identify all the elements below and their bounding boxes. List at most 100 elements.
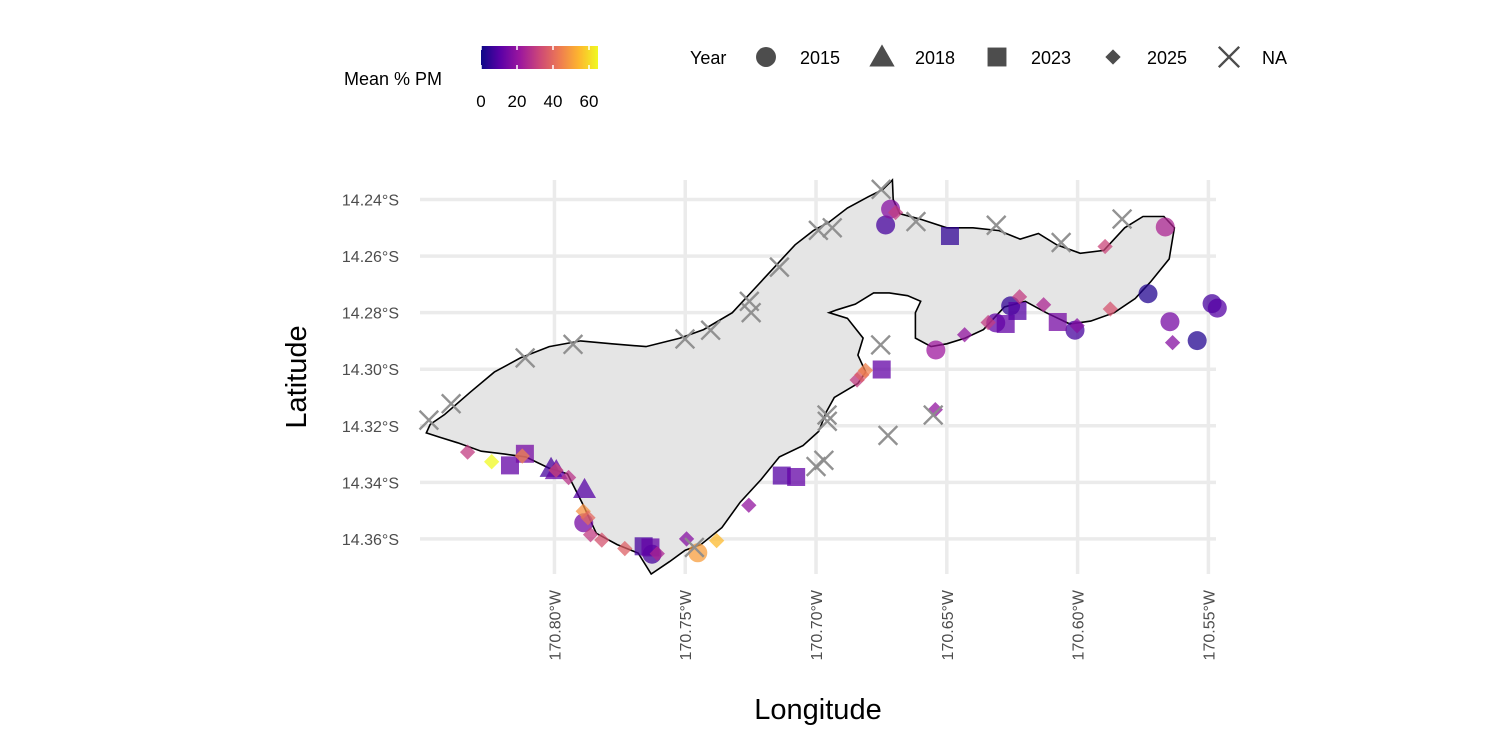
data-point-2015: [1187, 331, 1207, 351]
data-point-na: [514, 347, 536, 369]
data-point-2025: [594, 532, 610, 548]
shape-legend: Year 2015 2018 2023 2025 NA: [690, 44, 1287, 69]
legend-item-2025: 2025: [1105, 48, 1187, 68]
data-point-na: [822, 217, 843, 238]
data-point-2025: [617, 540, 633, 557]
legend-key-circle: [756, 47, 776, 67]
data-point-na: [877, 425, 899, 446]
x-tick-label: 170.60°W: [1071, 589, 1088, 660]
legend-label: 2023: [1031, 48, 1071, 68]
data-point-na: [905, 211, 927, 232]
data-point-2025: [1102, 301, 1118, 317]
data-point-na: [923, 404, 944, 426]
legend-key-triangle: [869, 44, 895, 67]
data-point-2015: [926, 340, 946, 360]
data-point-na: [418, 409, 440, 431]
data-point-2025: [980, 314, 996, 331]
data-point-2015: [688, 543, 708, 563]
legend-item-2023: 2023: [987, 47, 1071, 68]
data-point-2023: [1008, 301, 1027, 320]
data-point-2023: [1048, 312, 1067, 331]
legend-key-square: [987, 47, 1007, 67]
data-point-2023: [500, 456, 519, 475]
y-tick-label: 14.32°S: [342, 419, 399, 436]
island-outline: [425, 178, 1176, 576]
data-point-na: [684, 537, 705, 558]
data-point-2023: [787, 467, 806, 486]
legend-label: NA: [1262, 48, 1287, 68]
x-tick-label: 170.80°W: [547, 589, 564, 660]
data-point-na: [674, 328, 696, 350]
data-point-2025: [548, 462, 564, 478]
data-point-na: [870, 179, 892, 200]
data-point-2025: [560, 469, 577, 486]
data-point-na: [817, 411, 838, 432]
data-point-na: [813, 450, 835, 471]
color-legend-title: Mean % PM: [344, 69, 442, 89]
color-bar-tick-label: 20: [508, 92, 527, 111]
data-point-2025: [582, 527, 599, 543]
y-axis-ticks: 14.24°S 14.26°S 14.28°S 14.30°S 14.32°S 14.34…: [342, 193, 399, 549]
x-tick-label: 170.65°W: [940, 589, 957, 660]
y-tick-label: 14.26°S: [342, 249, 399, 266]
data-point-2025: [649, 545, 665, 562]
x-axis-ticks: 170.80°W 170.75°W 170.70°W 170.65°W 170.60°W…: [547, 589, 1218, 660]
legend-item-2015: 2015: [756, 47, 840, 68]
data-point-2025: [927, 402, 943, 418]
data-point-na: [870, 334, 891, 356]
data-point-na: [700, 319, 721, 341]
data-point-na: [816, 404, 838, 426]
y-tick-label: 14.36°S: [342, 532, 399, 549]
data-point-2023: [872, 360, 891, 379]
data-point-2015: [1155, 217, 1175, 237]
data-point-2015: [876, 215, 896, 235]
y-axis-title: Latitude: [281, 325, 313, 428]
y-tick-label: 14.24°S: [342, 193, 399, 210]
legend-label: 2018: [915, 48, 955, 68]
data-point-2025: [459, 444, 476, 460]
data-point-2025: [956, 327, 973, 343]
data-point-2025: [708, 532, 725, 549]
legend-key-diamond: [1105, 49, 1121, 65]
data-point-2025: [514, 448, 530, 464]
color-legend: Mean % PM 0 20 40 60: [344, 46, 598, 111]
data-point-2023: [772, 466, 791, 485]
y-tick-label: 14.28°S: [342, 306, 399, 323]
color-bar-tick-label: 60: [580, 92, 599, 111]
data-point-na: [986, 215, 1007, 236]
x-tick-label: 170.55°W: [1201, 589, 1218, 660]
legend-item-2018: 2018: [869, 44, 955, 68]
data-point-na: [740, 302, 762, 323]
y-tick-label: 14.30°S: [342, 362, 399, 379]
legend-label: 2025: [1147, 48, 1187, 68]
data-point-na: [1050, 232, 1072, 253]
data-point-na: [562, 334, 584, 355]
data-point-2015: [1138, 284, 1158, 304]
x-tick-label: 170.70°W: [809, 589, 826, 660]
legend-label: 2015: [800, 48, 840, 68]
color-bar-tick-label: 0: [476, 92, 485, 111]
data-point-2015: [1207, 298, 1227, 318]
data-point-2025: [484, 454, 500, 470]
data-point-2025: [580, 510, 596, 526]
data-point-2025: [741, 497, 757, 513]
shape-legend-title: Year: [690, 48, 726, 68]
color-bar-ticks: 0 20 40 60: [476, 46, 598, 111]
data-point-2025: [1069, 318, 1085, 334]
data-point-na: [769, 256, 790, 278]
data-point-2025: [1097, 238, 1113, 255]
data-points: [418, 179, 1227, 564]
data-point-na: [1111, 208, 1133, 230]
data-point-2025: [1164, 334, 1181, 351]
x-axis-title: Longitude: [754, 694, 881, 726]
x-tick-label: 170.75°W: [678, 589, 695, 660]
data-point-na: [440, 393, 462, 414]
legend-item-NA: NA: [1217, 45, 1287, 69]
y-tick-label: 14.34°S: [342, 475, 399, 492]
data-point-2025: [1035, 297, 1052, 313]
data-point-2025: [857, 362, 874, 379]
data-point-2025: [887, 204, 904, 221]
color-bar: [481, 46, 598, 69]
